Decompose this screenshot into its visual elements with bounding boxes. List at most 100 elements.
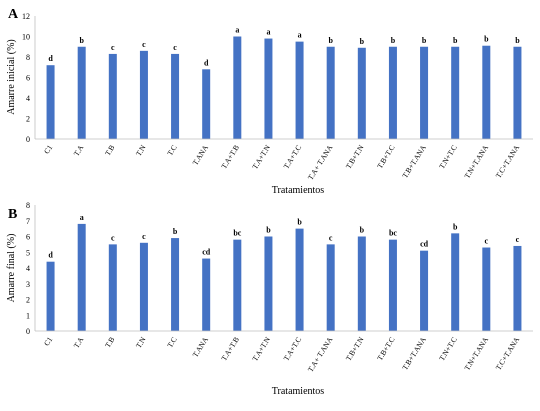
- panel-b-bar: [357, 236, 366, 331]
- panel-b-category-label: T.C: [165, 335, 178, 349]
- panel-b-significance-label: b: [173, 227, 178, 236]
- panel-a-bar: [451, 46, 460, 139]
- panel-b-bar: [108, 244, 117, 331]
- panel-a-y-tick-label: 8: [26, 53, 30, 62]
- panel-a-significance-label: d: [48, 54, 53, 63]
- panel-b-significance-label: d: [48, 251, 53, 260]
- panel-b-x-axis: C1 T.A T.B T.N T.C T.ANA T.A+T.B T.A+T.N T.A+T.C…: [35, 330, 533, 374]
- panel-a-category-label: T.N+T.C: [437, 143, 459, 170]
- panel-b-y-tick-label: 6: [26, 233, 30, 242]
- panel-a-significance-label: b: [360, 37, 365, 46]
- panel-a-bar: [513, 46, 522, 139]
- panel-a-significance-label: a: [235, 26, 239, 35]
- panel-a-category-label: T.A: [72, 143, 86, 158]
- panel-a-letter: A: [8, 7, 19, 22]
- panel-a-significance-label: b: [328, 36, 333, 45]
- panel-b-y-tick-label: 4: [26, 264, 30, 273]
- panel-a-significance-label: c: [142, 40, 146, 49]
- panel-b-y-axis: 0 1 2 3 4 5 6 7 8: [26, 201, 36, 336]
- panel-b-category-label: T.ANA: [191, 335, 211, 359]
- panel-b-y-tick-label: 5: [26, 248, 30, 257]
- panel-a-category-label: T.A+T.C: [282, 143, 304, 170]
- panel-a-category-label: T.C+T.ANA: [494, 143, 522, 180]
- panel-b-bar: [46, 261, 55, 331]
- panel-a-x-axis-title: Tratamientos: [272, 185, 325, 196]
- panel-a-y-tick-label: 12: [22, 12, 30, 21]
- panel-b-category-label: T.A: [72, 335, 86, 350]
- panel-a-bar: [233, 36, 242, 139]
- panel-b-bar: [420, 250, 429, 331]
- panel-a-y-axis-title: Amarre inicial (%): [6, 39, 17, 115]
- panel-a-significance-label: b: [484, 35, 489, 44]
- panel-b-x-axis-title: Tratamientos: [272, 386, 325, 397]
- panel-a-category-label: T.A+T.B: [219, 143, 241, 170]
- panel-b-significance-label: a: [80, 213, 84, 222]
- panel-b-significance-label: cd: [202, 248, 211, 257]
- panel-a-significance-label: b: [453, 36, 458, 45]
- panel-a-category-label: T.B+T.ANA: [400, 143, 428, 180]
- panel-b-category-label: T.B: [103, 335, 116, 349]
- panel-a-significance-labels: d b c c c d a a a b b b b b b b: [48, 26, 520, 68]
- panel-a-y-axis: 0 2 4 6 8 10 12: [22, 12, 36, 144]
- panel-b-category-label: T.A+ T.ANA: [306, 335, 335, 374]
- panel-b-bar: [451, 233, 460, 331]
- panel-b-category-label: T.A+T.B: [219, 335, 241, 362]
- panel-b-category-label: C1: [42, 335, 54, 347]
- panel-a: A 0 2 4 6 8 10 12 d b c c c d a a a b b b b b b b C1 T.A T.B T.N…: [6, 7, 533, 196]
- panel-b-y-tick-label: 1: [26, 311, 30, 320]
- panel-a-bar: [108, 53, 117, 139]
- panel-a-category-label: T.ANA: [191, 143, 211, 167]
- panel-b-y-tick-label: 0: [26, 327, 30, 336]
- panel-a-significance-label: a: [298, 31, 302, 40]
- panel-a-bar: [171, 53, 180, 139]
- panel-b-y-axis-title: Amarre final (%): [6, 234, 17, 303]
- panel-a-category-label: T.B+T.C: [375, 143, 396, 170]
- panel-b-significance-label: c: [485, 237, 489, 246]
- panel-a-significance-label: b: [391, 36, 396, 45]
- panel-a-category-label: T.N+T.ANA: [462, 143, 490, 180]
- panel-a-bar: [202, 69, 211, 139]
- panel-b-bar: [202, 258, 211, 331]
- panel-b-category-label: T.B+T.C: [375, 335, 396, 362]
- panel-a-bar: [264, 38, 273, 139]
- panel-b-category-label: T.N+T.ANA: [462, 335, 490, 372]
- panel-b-category-label: T.N: [134, 335, 148, 350]
- panel-b-bars: [46, 223, 522, 331]
- panel-a-bar: [46, 65, 55, 139]
- panel-a-significance-label: a: [266, 28, 270, 37]
- panel-a-bars: [46, 36, 522, 139]
- panel-a-bar: [77, 46, 86, 139]
- panel-a-category-label: T.C: [165, 143, 178, 157]
- panel-b-bar: [233, 239, 242, 331]
- panel-a-bar: [326, 46, 335, 139]
- panel-b-significance-label: cd: [420, 240, 429, 249]
- panel-b-significance-label: b: [453, 222, 458, 231]
- panel-a-y-tick-label: 2: [26, 115, 30, 124]
- panel-a-category-label: T.N: [134, 143, 148, 158]
- panel-b-significance-label: b: [266, 226, 271, 235]
- panel-b-significance-label: c: [111, 233, 115, 242]
- panel-a-bar: [482, 45, 491, 139]
- panel-a-significance-label: b: [422, 36, 427, 45]
- panel-b-bar: [77, 223, 86, 331]
- panel-a-significance-label: c: [111, 43, 115, 52]
- panel-b-significance-label: b: [297, 218, 302, 227]
- panel-a-bar: [388, 46, 397, 139]
- panel-b-significance-label: c: [516, 235, 520, 244]
- panel-b-bar: [171, 238, 180, 331]
- panel-a-category-label: T.A+ T.ANA: [306, 143, 335, 182]
- panel-a-significance-label: b: [79, 36, 84, 45]
- panel-b-bar: [264, 236, 273, 331]
- panel-b-category-label: T.C+T.ANA: [494, 335, 522, 372]
- panel-a-category-label: T.A+T.N: [250, 143, 272, 171]
- panel-a-bar: [357, 47, 366, 139]
- panel-a-significance-label: c: [173, 43, 177, 52]
- panel-a-bar: [295, 41, 304, 139]
- panel-a-bar: [139, 50, 148, 139]
- panel-a-y-tick-label: 4: [26, 94, 30, 103]
- panel-b-bar: [139, 242, 148, 331]
- panel-b-bar: [513, 245, 522, 331]
- panel-b-category-label: T.B+T.ANA: [400, 335, 428, 372]
